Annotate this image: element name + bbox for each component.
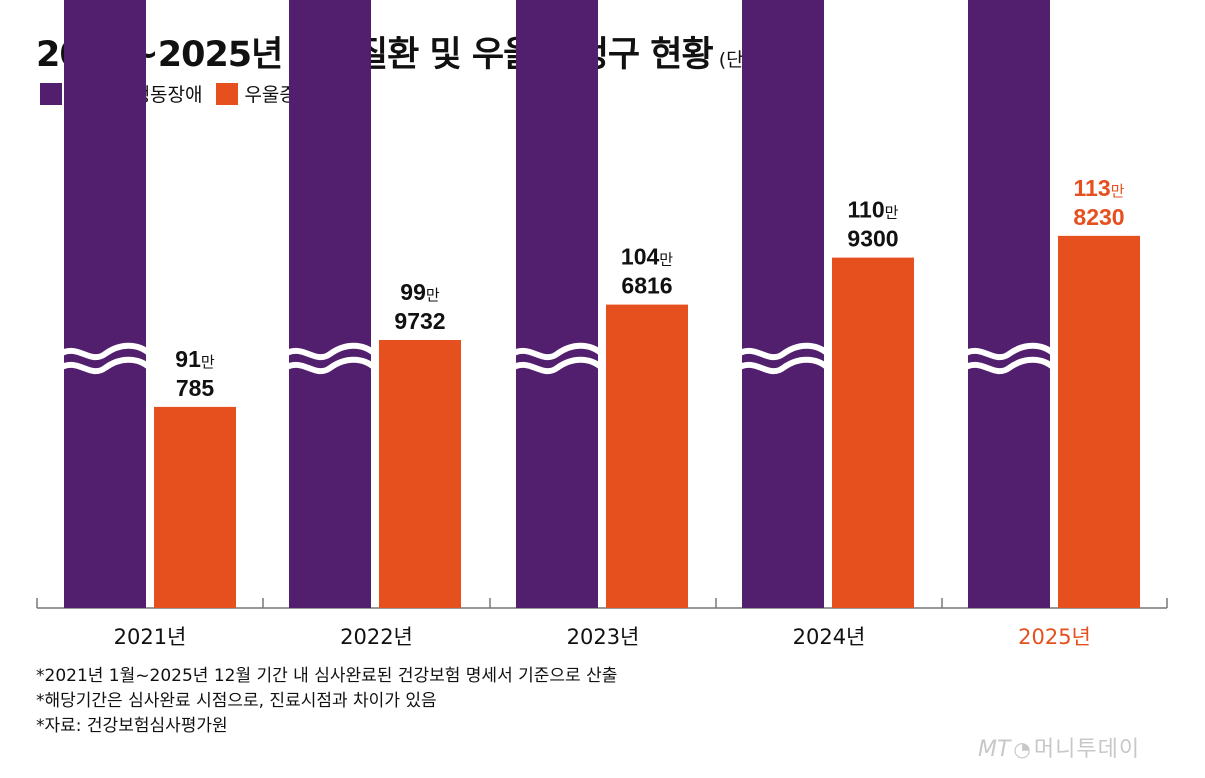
bar-mental	[742, 0, 824, 608]
data-label-depression-line2: 9732	[394, 308, 445, 334]
footnote: *자료: 건강보험심사평가원	[36, 716, 228, 736]
axis-break-icon	[736, 342, 831, 375]
axis-break-icon	[510, 342, 605, 375]
watermark-brand: 머니투데이	[1033, 737, 1141, 762]
legend-item-depression: 우울증	[216, 80, 297, 107]
swoosh-icon: ◔	[1013, 737, 1031, 761]
footnote: *해당기간은 심사완료 시점으로, 진료시점과 차이가 있음	[36, 691, 437, 711]
data-label-depression-line1: 113만	[1074, 175, 1125, 201]
bar-mental	[64, 0, 146, 608]
axis-break-icon	[58, 342, 153, 375]
footnotes: *2021년 1월~2025년 12월 기간 내 심사완료된 건강보험 명세서 …	[36, 664, 617, 739]
x-tick-label: 2022년	[340, 625, 413, 649]
bar-depression	[379, 340, 461, 608]
data-label-depression-line2: 8230	[1073, 204, 1124, 230]
watermark-prefix: MT	[978, 737, 1011, 762]
data-label-depression-line1: 99만	[400, 279, 440, 305]
legend-label-depression: 우울증	[244, 84, 297, 106]
footnote: *2021년 1월~2025년 12월 기간 내 심사완료된 건강보험 명세서 …	[36, 666, 618, 686]
bar-mental	[516, 0, 598, 608]
bar-depression	[154, 406, 236, 608]
bar-mental	[289, 0, 371, 609]
legend-swatch-mental	[40, 82, 62, 105]
x-tick-label: 2021년	[114, 625, 187, 649]
data-label-depression-line1: 110만	[848, 197, 899, 223]
bar-depression	[606, 304, 688, 608]
axis-break-icon	[962, 342, 1057, 375]
data-label-depression-line2: 9300	[847, 226, 898, 252]
bar-depression	[832, 257, 914, 608]
bar-mental	[968, 0, 1050, 608]
data-label-depression-line2: 785	[176, 375, 215, 401]
legend-swatch-depression	[216, 82, 239, 105]
data-label-depression-line1: 104만	[621, 244, 673, 270]
data-label-depression-line1: 91만	[175, 346, 215, 372]
data-label-depression-line2: 6816	[621, 273, 672, 299]
watermark-logo: MT ◔ 머니투데이	[978, 731, 1140, 763]
bar-depression	[1058, 235, 1140, 608]
title-text: 2021~2025년 정신질환 및 우울증 청구 현황	[36, 35, 714, 75]
x-tick-label: 2023년	[567, 625, 640, 649]
axis-break-icon	[283, 342, 378, 375]
x-tick-label: 2024년	[793, 625, 866, 649]
x-tick-label: 2025년	[1018, 625, 1091, 649]
